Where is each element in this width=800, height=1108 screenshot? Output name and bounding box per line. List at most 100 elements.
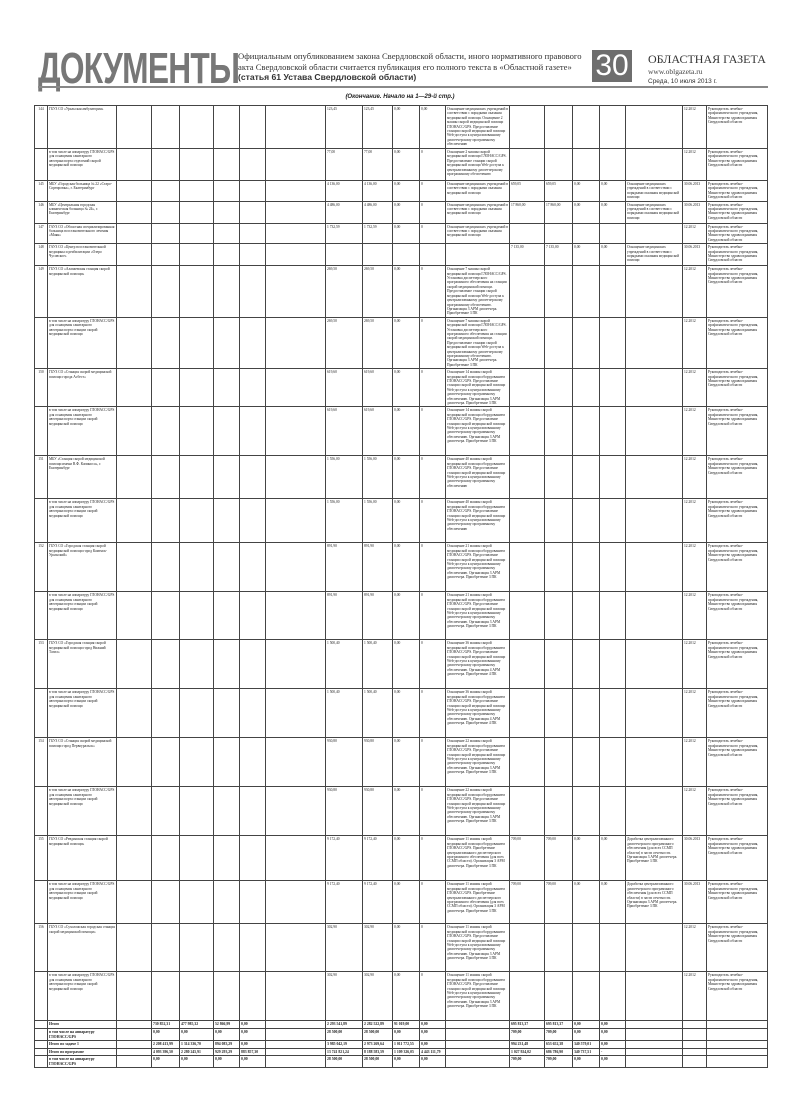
amount-cell	[213, 368, 240, 408]
amount-cell	[544, 368, 573, 408]
total-amount: 0,00	[239, 1020, 266, 1030]
amount-cell	[179, 243, 214, 267]
amount-cell	[239, 200, 266, 224]
empty-cell	[116, 265, 152, 318]
empty-cell	[116, 971, 152, 1022]
measure-description	[625, 265, 683, 318]
amount-cell: 0	[419, 498, 446, 544]
totals-row: в том числе на аппаратуру ГЛОНАСС/GPS 0,0…	[34, 1055, 768, 1069]
amount-cell	[544, 406, 573, 457]
measure-description	[265, 688, 326, 739]
amount-cell: 0	[419, 880, 446, 925]
total-amount: 13 741 821,24	[325, 1047, 363, 1057]
total-amount: 709,00	[544, 1055, 573, 1069]
row-number	[34, 498, 48, 544]
amount-cell	[179, 835, 214, 882]
empty-cell	[706, 1040, 768, 1049]
amount-cell	[572, 406, 600, 457]
institution-name: ГБУЗ СО «Городская станция скорой медици…	[47, 639, 117, 690]
empty-cell	[706, 1020, 768, 1030]
total-amount: 2 282 522,89	[362, 1020, 393, 1030]
total-amount: 340 579,01	[572, 1040, 600, 1049]
total-amount: 1 314 336,70	[179, 1040, 214, 1049]
measure-description: Оснащение 40 машин скорой медицинской по…	[445, 498, 510, 544]
amount-cell	[151, 923, 180, 973]
empty-cell	[706, 1047, 768, 1057]
amount-cell: 619,60	[362, 368, 393, 408]
amount-cell	[599, 639, 626, 690]
amount-cell	[572, 498, 600, 544]
total-amount: 52 866,99	[213, 1020, 240, 1030]
row-number	[34, 880, 48, 925]
empty-cell	[682, 1040, 707, 1049]
amount-cell: 0,00	[599, 880, 626, 925]
amount-cell: 1 732,59	[325, 222, 363, 245]
amount-cell	[151, 835, 180, 882]
amount-cell	[509, 737, 545, 788]
empty-cell	[116, 1040, 152, 1049]
amount-cell	[151, 368, 180, 408]
total-amount: 0,00	[239, 1055, 266, 1069]
responsible: Руководитель лечебно-профилактического у…	[706, 971, 768, 1022]
amount-cell	[151, 786, 180, 837]
amount-cell	[599, 923, 626, 973]
amount-cell: 9 172,40	[362, 880, 393, 925]
amount-cell	[151, 688, 180, 739]
notice-bold: (статья 61 Устава Свердловской области)	[238, 72, 417, 82]
amount-cell	[362, 243, 393, 267]
amount-cell	[151, 243, 180, 267]
deadline: 12.2012	[682, 265, 707, 318]
amount-cell	[572, 455, 600, 500]
amount-cell: 0,00	[392, 542, 420, 593]
amount-cell	[239, 542, 266, 593]
site-url[interactable]: www.oblgazeta.ru	[648, 67, 703, 76]
measure-description	[625, 639, 683, 690]
amount-cell: 9 172,40	[325, 880, 363, 925]
amount-cell	[213, 923, 240, 973]
total-amount: 0,00	[213, 1055, 240, 1069]
amount-cell: 0,00	[392, 105, 420, 149]
empty-cell	[625, 1055, 683, 1069]
amount-cell: 891,90	[325, 591, 363, 641]
amount-cell	[213, 542, 240, 593]
row-number: 150	[34, 368, 48, 408]
amount-cell	[239, 498, 266, 544]
amount-cell: 0,00	[392, 923, 420, 973]
total-amount: 709,00	[509, 1055, 545, 1069]
amount-cell: 659,05	[509, 180, 545, 202]
row-number: 148	[34, 243, 48, 267]
measure-description	[625, 971, 683, 1022]
amount-cell	[509, 368, 545, 408]
empty-cell	[116, 880, 152, 925]
amount-cell: 269,50	[325, 316, 363, 370]
totals-label: в том числе на аппаратуру ГЛОНАСС/GPS	[47, 1028, 117, 1042]
deadline: 30.06.2013	[682, 180, 707, 202]
amount-cell: 302,90	[362, 923, 393, 973]
deadline: 12.2012	[682, 368, 707, 408]
amount-cell	[179, 148, 214, 181]
responsible: Руководитель лечебно-профилактического у…	[706, 180, 768, 202]
responsible: Руководитель лечебно-профилактического у…	[706, 200, 768, 224]
amount-cell: 0	[419, 455, 446, 500]
measure-description: Оснащение 14 машин скорой медицинской по…	[445, 368, 510, 408]
responsible: Руководитель лечебно-профилактического у…	[706, 368, 768, 408]
amount-cell: 123,45	[362, 105, 393, 149]
amount-cell	[544, 455, 573, 500]
measure-description	[265, 180, 326, 202]
amount-cell: 0	[419, 200, 446, 224]
total-amount: 3 985 042,19	[325, 1040, 363, 1049]
amount-cell	[599, 455, 626, 500]
page-number: 30	[592, 50, 632, 82]
amount-cell: 930,80	[325, 786, 363, 837]
total-amount: 0,00	[392, 1055, 420, 1069]
empty-cell	[116, 542, 152, 593]
empty-cell	[265, 1040, 326, 1049]
amount-cell: 0,00	[392, 148, 420, 181]
amount-cell: 0,00	[392, 498, 420, 544]
amount-cell	[509, 688, 545, 739]
empty-cell	[34, 1047, 48, 1057]
measure-description	[265, 316, 326, 370]
amount-cell	[239, 923, 266, 973]
amount-cell	[572, 222, 600, 245]
empty-cell	[116, 786, 152, 837]
